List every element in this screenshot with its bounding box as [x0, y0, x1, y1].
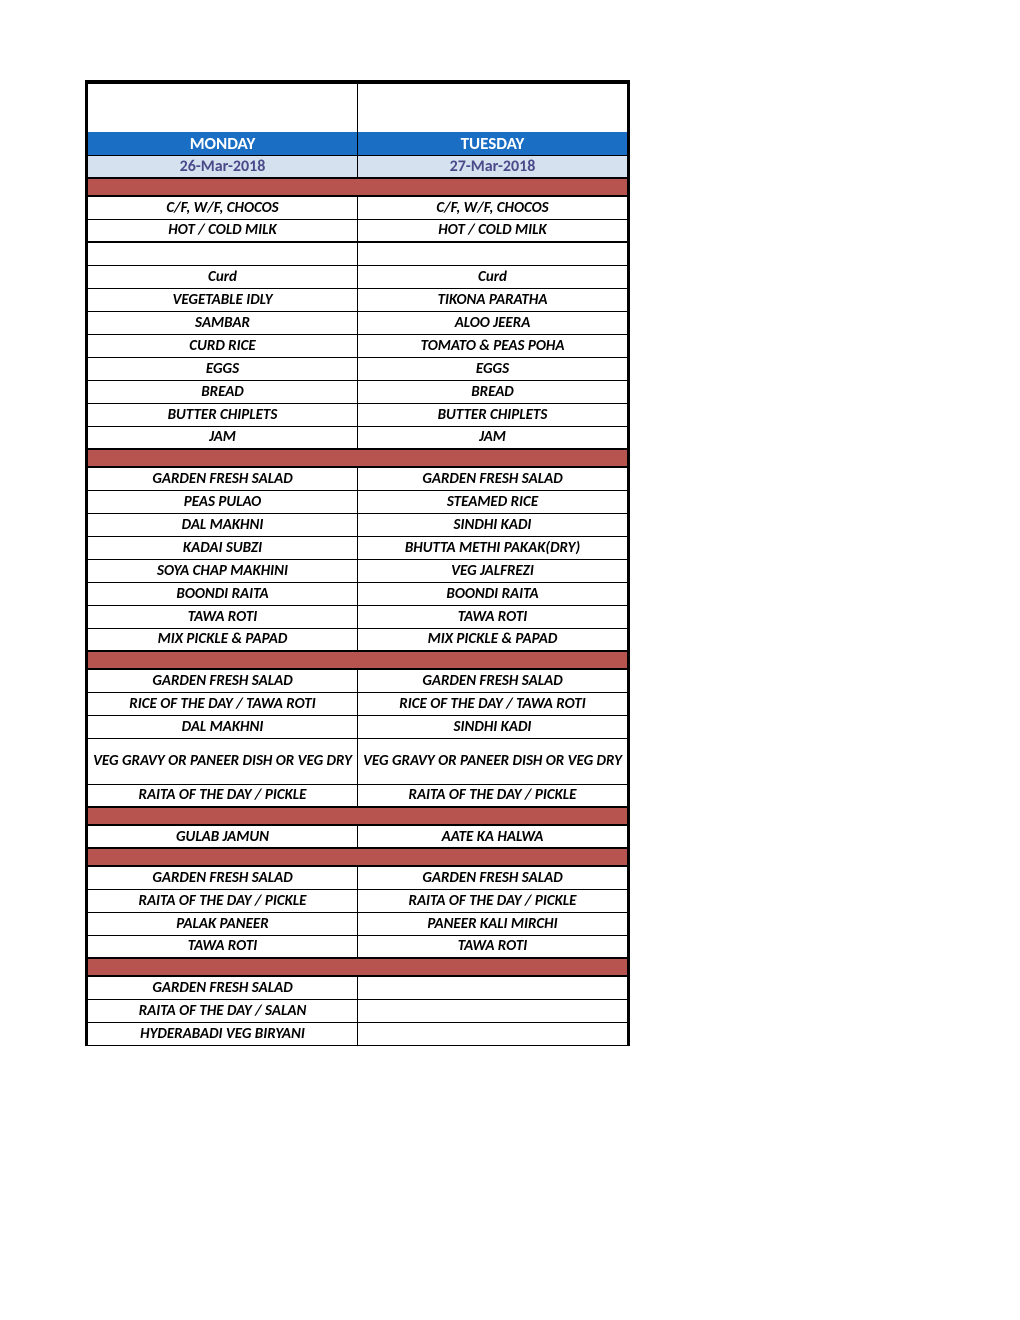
menu-cell: RAITA OF THE DAY / PICKLE [88, 784, 358, 807]
menu-cell: PALAK PANEER [88, 912, 358, 935]
menu-cell: GARDEN FRESH SALAD [88, 467, 358, 490]
menu-cell: EGGS [88, 357, 358, 380]
menu-cell: Curd [358, 265, 628, 288]
menu-cell: TAWA ROTI [88, 935, 358, 958]
menu-cell: BUTTER CHIPLETS [358, 403, 628, 426]
menu-cell: CURD RICE [88, 334, 358, 357]
top-padding [88, 84, 358, 132]
menu-cell: BOONDI RAITA [358, 582, 628, 605]
menu-cell: GARDEN FRESH SALAD [88, 976, 358, 999]
menu-cell: SINDHI KADI [358, 513, 628, 536]
menu-cell: C/F, W/F, CHOCOS [88, 196, 358, 219]
menu-cell: GARDEN FRESH SALAD [88, 669, 358, 692]
menu-cell: VEG GRAVY OR PANEER DISH OR VEG DRY [358, 738, 628, 784]
menu-cell: DAL MAKHNI [88, 513, 358, 536]
section-separator [88, 958, 627, 976]
menu-cell [358, 242, 628, 265]
menu-cell: PANEER KALI MIRCHI [358, 912, 628, 935]
menu-cell: RICE OF THE DAY / TAWA ROTI [358, 692, 628, 715]
menu-cell: RAITA OF THE DAY / PICKLE [358, 784, 628, 807]
menu-cell [88, 242, 358, 265]
day-header: TUESDAY [358, 132, 628, 156]
menu-cell [358, 1022, 628, 1045]
menu-cell: RAITA OF THE DAY / PICKLE [88, 889, 358, 912]
menu-cell: RAITA OF THE DAY / PICKLE [358, 889, 628, 912]
menu-cell: SINDHI KADI [358, 715, 628, 738]
menu-cell: STEAMED RICE [358, 490, 628, 513]
menu-cell: Curd [88, 265, 358, 288]
menu-cell: KADAI SUBZI [88, 536, 358, 559]
menu-cell: GARDEN FRESH SALAD [358, 467, 628, 490]
menu-cell: ALOO JEERA [358, 311, 628, 334]
section-separator [88, 848, 627, 866]
menu-cell: GARDEN FRESH SALAD [358, 669, 628, 692]
menu-cell: TAWA ROTI [358, 935, 628, 958]
menu-cell: EGGS [358, 357, 628, 380]
section-separator [88, 651, 627, 669]
menu-cell: TIKONA PARATHA [358, 288, 628, 311]
menu-cell [358, 999, 628, 1022]
menu-cell: BREAD [358, 380, 628, 403]
menu-cell: VEG GRAVY OR PANEER DISH OR VEG DRY [88, 738, 358, 784]
menu-cell: MIX PICKLE & PAPAD [358, 628, 628, 651]
menu-cell: HOT / COLD MILK [358, 219, 628, 242]
menu-cell: BREAD [88, 380, 358, 403]
menu-cell: HOT / COLD MILK [88, 219, 358, 242]
menu-cell: GULAB JAMUN [88, 825, 358, 848]
day-header: MONDAY [88, 132, 358, 156]
menu-cell: JAM [88, 426, 358, 449]
menu-cell: RAITA OF THE DAY / SALAN [88, 999, 358, 1022]
menu-cell: PEAS PULAO [88, 490, 358, 513]
menu-cell: TAWA ROTI [358, 605, 628, 628]
menu-cell [358, 976, 628, 999]
menu-cell: RICE OF THE DAY / TAWA ROTI [88, 692, 358, 715]
section-separator [88, 807, 627, 825]
menu-cell: TOMATO & PEAS POHA [358, 334, 628, 357]
menu-cell: BHUTTA METHI PAKAK(DRY) [358, 536, 628, 559]
menu-cell: SAMBAR [88, 311, 358, 334]
menu-cell: DAL MAKHNI [88, 715, 358, 738]
menu-cell: BUTTER CHIPLETS [88, 403, 358, 426]
section-separator [88, 449, 627, 467]
menu-cell: GARDEN FRESH SALAD [358, 866, 628, 889]
menu-table: MONDAY TUESDAY 26-Mar-2018 27-Mar-2018 C… [88, 84, 627, 1046]
menu-cell: SOYA CHAP MAKHINI [88, 559, 358, 582]
menu-cell: JAM [358, 426, 628, 449]
menu-cell: AATE KA HALWA [358, 825, 628, 848]
top-padding [358, 84, 628, 132]
menu-cell: HYDERABADI VEG BIRYANI [88, 1022, 358, 1045]
menu-cell: BOONDI RAITA [88, 582, 358, 605]
section-separator [88, 178, 627, 196]
menu-table-container: MONDAY TUESDAY 26-Mar-2018 27-Mar-2018 C… [85, 80, 630, 1046]
menu-cell: VEG JALFREZI [358, 559, 628, 582]
menu-cell: MIX PICKLE & PAPAD [88, 628, 358, 651]
menu-cell: TAWA ROTI [88, 605, 358, 628]
menu-cell: GARDEN FRESH SALAD [88, 866, 358, 889]
date-header: 27-Mar-2018 [358, 156, 628, 179]
menu-cell: C/F, W/F, CHOCOS [358, 196, 628, 219]
menu-cell: VEGETABLE IDLY [88, 288, 358, 311]
date-header: 26-Mar-2018 [88, 156, 358, 179]
